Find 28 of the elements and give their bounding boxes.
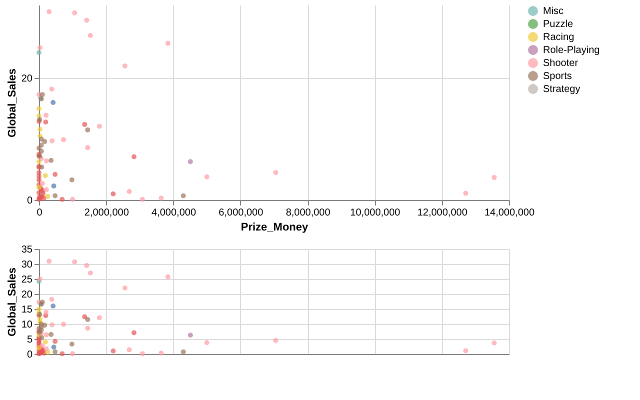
legend-label: Puzzle xyxy=(543,19,574,30)
y-tick-label: 15 xyxy=(21,304,33,316)
y-axis-title: Global_Sales xyxy=(6,267,18,337)
legend-label: Strategy xyxy=(543,84,580,95)
x-tick-label: 4,000,000 xyxy=(152,208,196,218)
legend-label: Misc xyxy=(543,6,564,17)
y-tick-label: 20 xyxy=(21,74,33,85)
x-tick-label: 0 xyxy=(36,208,43,218)
x-tick-label: 6,000,000 xyxy=(218,208,264,218)
legend-label: Role-Playing xyxy=(543,45,600,56)
x-tick-label: 8,000,000 xyxy=(286,208,331,218)
x-axis-title: Prize_Money xyxy=(240,222,310,234)
legend-label: Shooter xyxy=(543,58,579,69)
x-tick-label: 12,000,000 xyxy=(417,208,468,218)
y-tick-label: 0 xyxy=(26,196,33,206)
y-tick-label: 25 xyxy=(21,274,33,286)
legend-label: Racing xyxy=(543,32,574,43)
legend-label: Sports xyxy=(543,71,572,82)
y-axis-title: Global_Sales xyxy=(6,68,18,138)
y-tick-label: 5 xyxy=(26,334,33,346)
y-tick-label: 10 xyxy=(21,320,33,330)
x-tick-label: 14,000,000 xyxy=(484,208,535,218)
y-tick-label: 0 xyxy=(26,350,33,360)
x-tick-label: 10,000,000 xyxy=(350,208,401,218)
x-tick-label: 2,000,000 xyxy=(84,208,130,218)
y-tick-label: 30 xyxy=(21,260,33,270)
y-tick-label: 20 xyxy=(21,290,33,300)
y-tick-label: 35 xyxy=(21,244,33,256)
